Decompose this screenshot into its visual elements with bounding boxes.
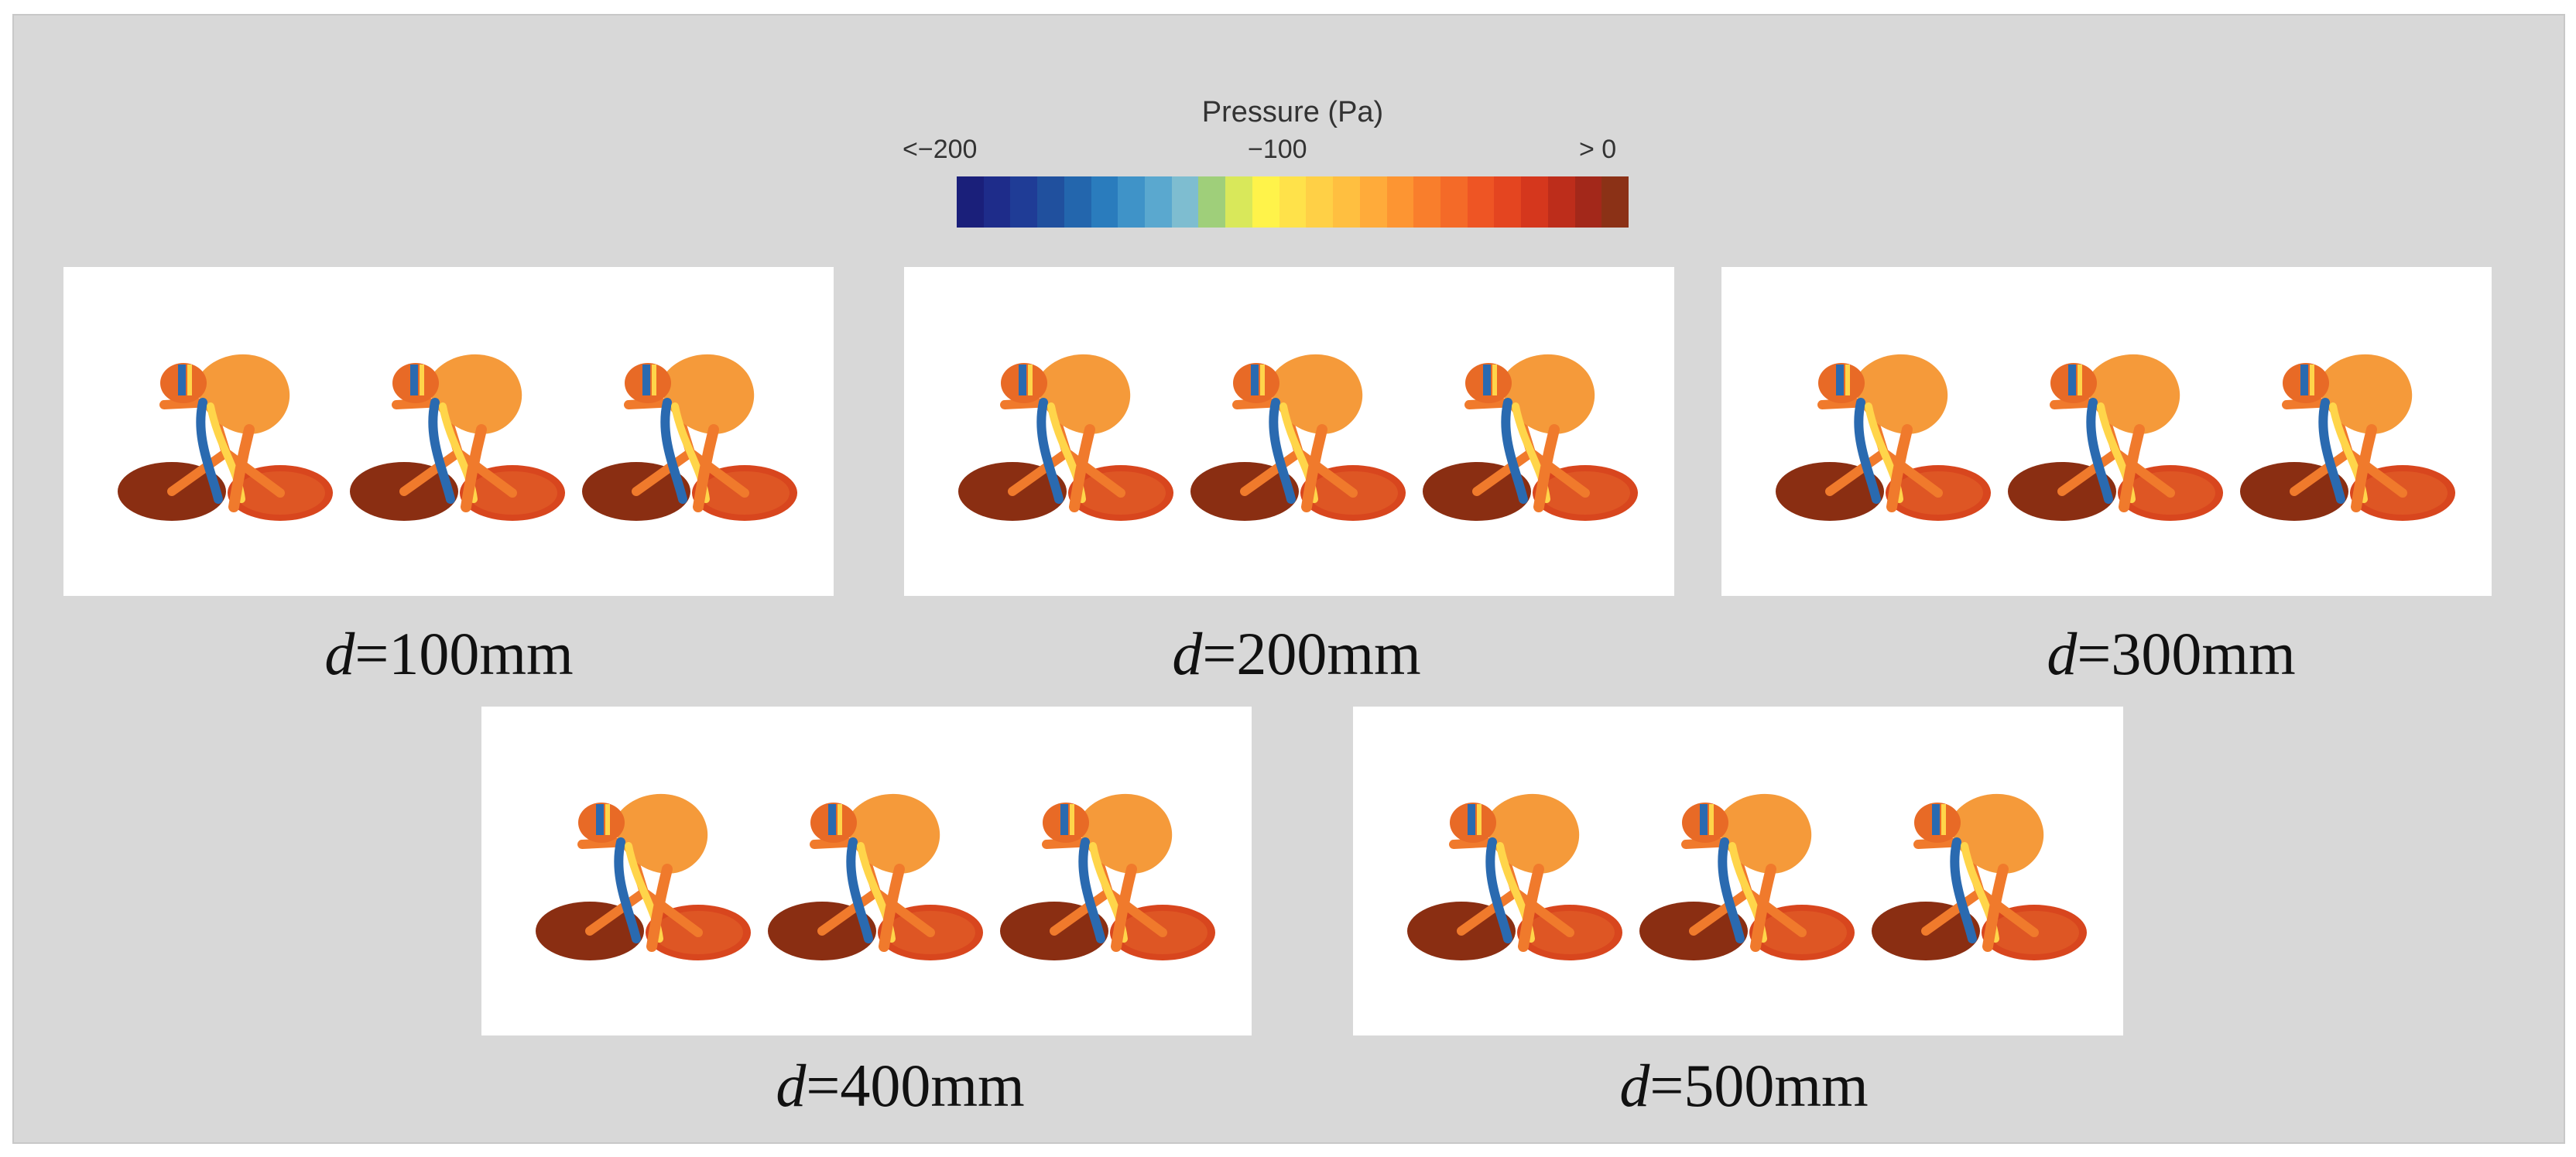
colorbar-segment	[1547, 176, 1575, 228]
colorbar-segment	[1359, 176, 1387, 228]
cyclist-figure	[2240, 354, 2455, 521]
cyclist-figure	[536, 793, 751, 960]
colorbar-segment	[1010, 176, 1038, 228]
caption-d400: d=400mm	[776, 1052, 1025, 1119]
cyclist-figure	[1776, 354, 1991, 521]
colorbar-segment	[1225, 176, 1252, 228]
colorbar-segment	[983, 176, 1011, 228]
cyclist-group	[536, 793, 1215, 960]
colorbar-segment	[1279, 176, 1307, 228]
colorbar-segment	[1064, 176, 1091, 228]
cyclist-group	[1776, 354, 2455, 521]
colorbar-segment	[1574, 176, 1602, 228]
cyclist-figure	[1423, 354, 1638, 521]
colorbar-tick-mid: −100	[1248, 135, 1307, 164]
panel-d300	[1721, 267, 2492, 596]
cyclist-figure	[1190, 354, 1406, 521]
cyclist-figure	[1407, 793, 1622, 960]
cyclist-figure	[582, 354, 797, 521]
colorbar-segment	[1494, 176, 1522, 228]
colorbar-segment	[1440, 176, 1468, 228]
colorbar-segment	[1521, 176, 1548, 228]
cyclist-figure	[958, 354, 1173, 521]
cyclist-figure	[1639, 793, 1855, 960]
colorbar-segment	[1386, 176, 1414, 228]
caption-d200: d=200mm	[1172, 620, 1421, 687]
pressure-colorbar	[957, 176, 1629, 228]
caption-d100: d=100mm	[324, 620, 574, 687]
cyclist-figure	[118, 354, 333, 521]
colorbar-tick-max: > 0	[1579, 135, 1617, 164]
cyclist-group	[1407, 793, 2087, 960]
caption-d300: d=300mm	[2047, 620, 2296, 687]
colorbar-segment	[1118, 176, 1146, 228]
cyclist-figure	[1000, 793, 1215, 960]
colorbar-segment	[1333, 176, 1360, 228]
cyclist-figure	[1872, 793, 2087, 960]
colorbar-segment	[1413, 176, 1440, 228]
cyclist-group	[958, 354, 1638, 521]
colorbar-segment	[1171, 176, 1199, 228]
colorbar-segment	[1601, 176, 1629, 228]
caption-d500: d=500mm	[1619, 1052, 1869, 1119]
cyclist-figure	[350, 354, 565, 521]
colorbar-title: Pressure (Pa)	[1201, 96, 1384, 128]
cyclist-group	[118, 354, 797, 521]
panel-d500	[1353, 707, 2123, 1035]
panel-d100	[63, 267, 834, 596]
colorbar-segment	[1145, 176, 1172, 228]
colorbar-segment	[1306, 176, 1334, 228]
colorbar-tick-min: <−200	[903, 135, 978, 164]
colorbar-segment	[1037, 176, 1064, 228]
colorbar-segment	[1467, 176, 1495, 228]
cyclist-figure	[2008, 354, 2223, 521]
panel-d200	[904, 267, 1674, 596]
panel-d400	[481, 707, 1252, 1035]
colorbar-segment	[1091, 176, 1118, 228]
colorbar-segment	[957, 176, 984, 228]
colorbar-segment	[1252, 176, 1279, 228]
colorbar-segment	[1198, 176, 1226, 228]
cyclist-figure	[768, 793, 983, 960]
